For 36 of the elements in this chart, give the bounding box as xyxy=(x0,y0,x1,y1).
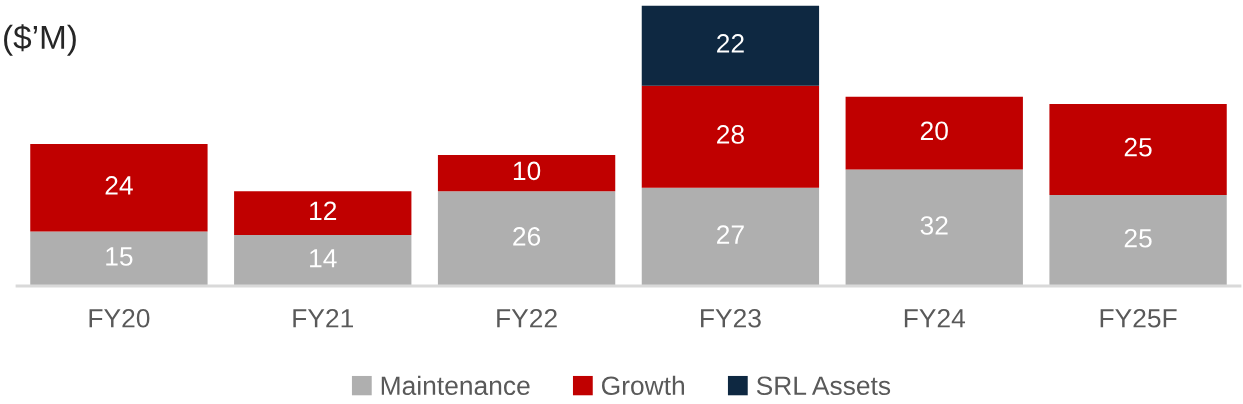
data-label: 14 xyxy=(310,249,337,268)
data-label: 25 xyxy=(1124,137,1152,157)
data-label: 24 xyxy=(105,176,133,195)
x-tick-label: FY25F xyxy=(1100,308,1177,328)
data-label: 20 xyxy=(920,121,948,141)
bar xyxy=(1049,194,1227,286)
bar xyxy=(437,154,616,192)
data-label: 25 xyxy=(1124,228,1152,248)
x-tick-label: FY23 xyxy=(701,308,761,328)
x-tick-label: FY24 xyxy=(904,308,966,328)
x-tick-label: FY21 xyxy=(293,308,353,328)
legend-label: Growth xyxy=(601,375,685,396)
bar xyxy=(437,191,616,286)
data-label: 32 xyxy=(920,216,948,235)
bar xyxy=(234,191,412,236)
data-label: 27 xyxy=(717,225,744,244)
legend-label: SRL Assets xyxy=(756,376,891,396)
bar xyxy=(1049,103,1227,195)
x-tick-label: FY20 xyxy=(89,308,150,328)
data-label: 12 xyxy=(310,201,337,220)
data-label: 28 xyxy=(717,125,744,144)
bar xyxy=(641,5,820,86)
data-label: 22 xyxy=(717,34,744,53)
bar xyxy=(641,187,820,286)
bar xyxy=(234,235,412,286)
bar xyxy=(845,169,1023,286)
bar xyxy=(845,96,1023,170)
x-tick-label: FY22 xyxy=(497,308,557,328)
data-label: 10 xyxy=(513,161,541,181)
bar xyxy=(30,231,208,286)
data-label: 26 xyxy=(513,227,541,246)
bar xyxy=(641,85,820,188)
bar xyxy=(30,144,208,232)
legend-label: Maintenance xyxy=(381,375,530,396)
data-label: 15 xyxy=(106,247,133,266)
text: ($’M) xyxy=(4,24,76,56)
